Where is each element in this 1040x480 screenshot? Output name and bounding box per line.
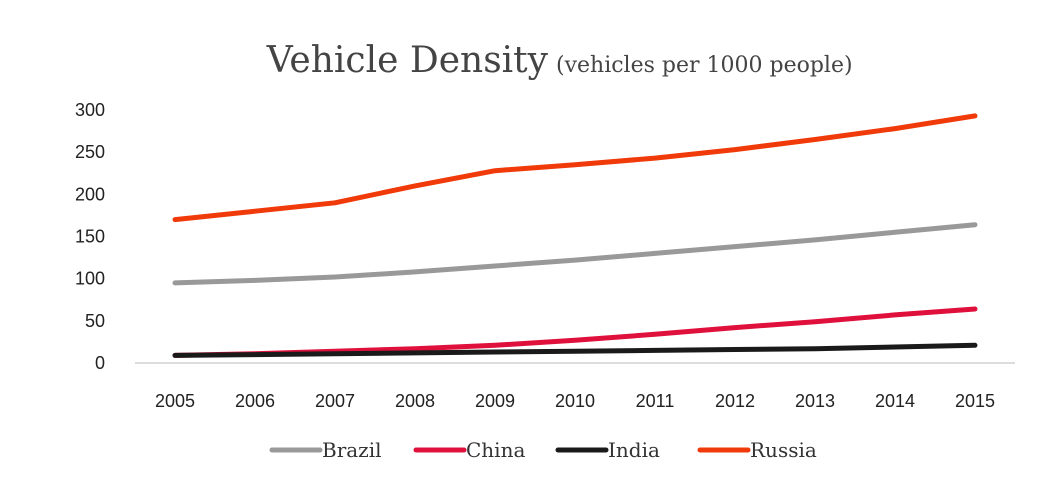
y-tick-label: 0	[95, 353, 105, 373]
legend-label-china: China	[466, 438, 525, 462]
y-tick-label: 250	[75, 142, 105, 162]
axes: 0 50 100 150 200 250 300 2005 2006 2007 2008 2009 20…	[75, 100, 1015, 411]
legend: Brazil China India Russia	[269, 438, 817, 462]
y-tick-label: 150	[75, 227, 105, 247]
x-tick-label: 2010	[555, 391, 595, 411]
x-tick-label: 2014	[875, 391, 915, 411]
x-tick-label: 2006	[235, 391, 275, 411]
x-tick-label: 2012	[715, 391, 755, 411]
legend-label-russia: Russia	[750, 438, 817, 462]
x-tick-label: 2007	[315, 391, 355, 411]
x-tick-label: 2008	[395, 391, 435, 411]
legend-label-brazil: Brazil	[322, 438, 382, 462]
y-tick-label: 300	[75, 100, 105, 120]
x-tick-label: 2011	[636, 391, 675, 411]
y-tick-label: 200	[75, 184, 105, 204]
series-line-brazil	[172, 222, 978, 286]
series-line-russia	[172, 113, 978, 223]
legend-label-india: India	[608, 438, 660, 462]
series-layer	[172, 113, 978, 358]
x-tick-label: 2005	[155, 391, 195, 411]
x-tick-label: 2015	[955, 391, 995, 411]
y-tick-label: 50	[85, 311, 105, 331]
x-tick-label: 2009	[475, 391, 515, 411]
series-line-india	[172, 342, 978, 358]
chart-title: Vehicle Density	[266, 40, 549, 81]
x-tick-label: 2013	[795, 391, 835, 411]
y-tick-label: 100	[75, 269, 105, 289]
chart-subtitle: (vehicles per 1000 people)	[556, 53, 853, 78]
